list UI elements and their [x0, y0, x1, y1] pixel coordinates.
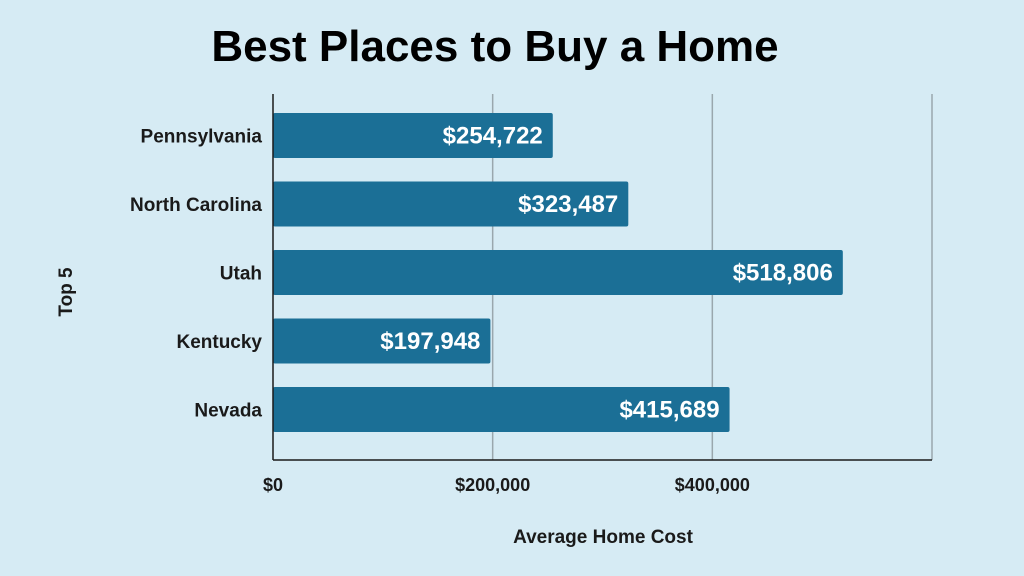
x-tick-label-2: $400,000: [675, 475, 750, 495]
x-tick-label-1: $200,000: [455, 475, 530, 495]
data-label-4: $415,689: [619, 397, 719, 424]
data-label-3: $197,948: [380, 328, 480, 355]
bars: [273, 113, 843, 432]
category-label-2: Utah: [220, 264, 262, 285]
data-label-0: $254,722: [443, 123, 543, 150]
category-label-1: North Carolina: [130, 195, 262, 216]
bar-kentucky: [273, 318, 491, 364]
category-label-0: Pennsylvania: [141, 127, 263, 148]
bar-pennsylvania: [273, 113, 553, 158]
category-label-3: Kentucky: [176, 332, 262, 353]
axes: [272, 94, 932, 461]
data-label-2: $518,806: [733, 260, 833, 287]
bar-north-carolina: [273, 181, 629, 227]
y-axis-title: Top 5: [56, 267, 77, 317]
bar-utah: [273, 250, 843, 295]
x-tick-label-0: $0: [263, 475, 283, 495]
x-axis-title: Average Home Cost: [513, 527, 694, 548]
chart-title: Best Places to Buy a Home: [211, 22, 779, 71]
data-label-1: $323,487: [518, 191, 618, 218]
labels: $254,722 Pennsylvania $323,487 North Caroli…: [56, 123, 833, 549]
bar-nevada: [273, 387, 730, 432]
category-label-4: Nevada: [194, 401, 262, 422]
